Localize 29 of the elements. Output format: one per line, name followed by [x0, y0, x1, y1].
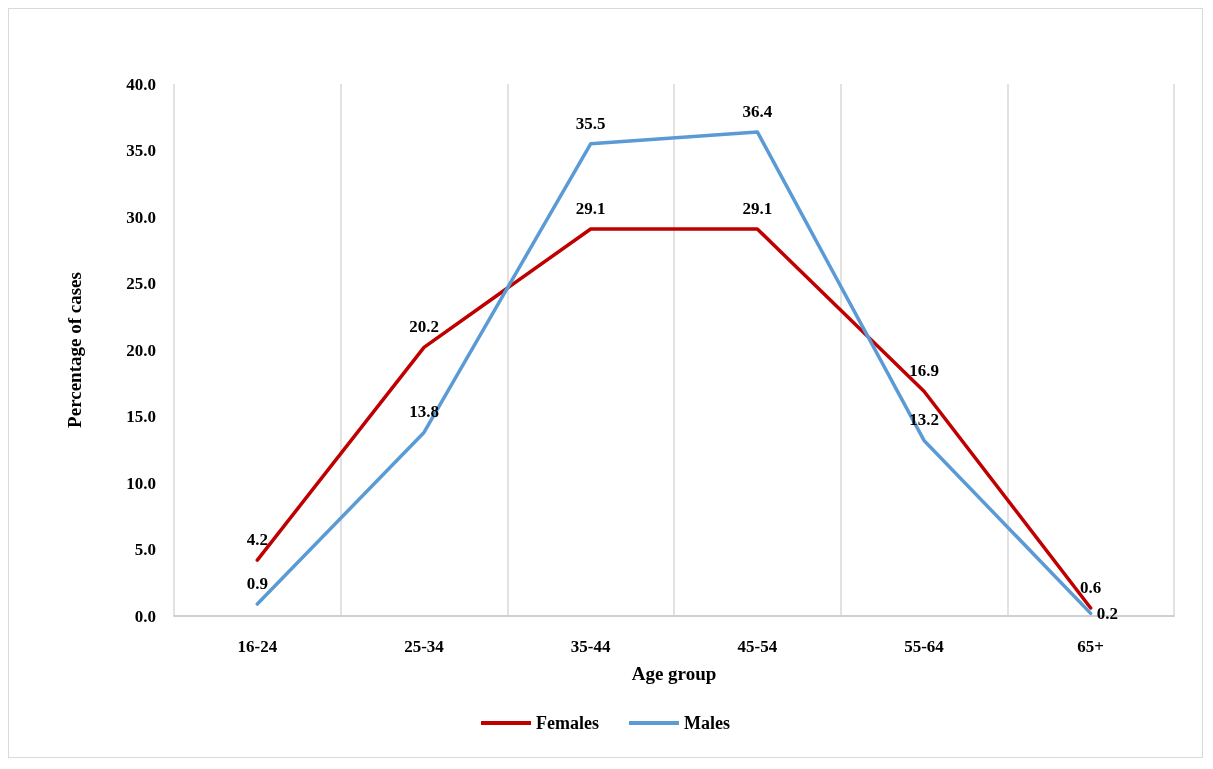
x-tick-label: 55-64 — [904, 637, 945, 656]
y-tick-label: 25.0 — [126, 274, 156, 293]
data-label: 16.9 — [909, 361, 939, 381]
y-tick-label: 35.0 — [126, 141, 156, 160]
y-tick-label: 40.0 — [126, 74, 156, 94]
x-tick-label: 65+ — [1077, 637, 1105, 656]
y-tick-label: 0.0 — [134, 606, 156, 626]
legend-label: Males — [683, 713, 730, 733]
y-tick-label: 30.0 — [126, 207, 156, 227]
data-label: 0.9 — [246, 574, 268, 594]
legend-label: Females — [536, 713, 600, 733]
data-label: 35.5 — [575, 113, 606, 133]
x-tick-label: 35-44 — [570, 637, 611, 656]
y-tick-label: 10.0 — [126, 473, 156, 493]
data-label: 29.1 — [742, 198, 773, 218]
y-axis-title: Percentage of cases — [64, 272, 85, 428]
data-label: 0.6 — [1080, 578, 1102, 598]
y-tick-label: 5.0 — [134, 540, 156, 559]
data-label: 0.2 — [1096, 603, 1118, 623]
x-tick-label: 25-34 — [404, 637, 445, 656]
data-label: 4.2 — [246, 530, 268, 550]
y-tick-label: 20.0 — [126, 340, 156, 360]
y-tick-label: 15.0 — [126, 407, 156, 426]
x-tick-label: 45-54 — [737, 637, 778, 656]
data-label: 20.2 — [409, 317, 439, 337]
data-label: 29.1 — [575, 198, 606, 218]
x-tick-label: 16-24 — [237, 637, 278, 656]
data-label: 36.4 — [742, 101, 773, 121]
x-axis-title: Age group — [631, 663, 717, 684]
